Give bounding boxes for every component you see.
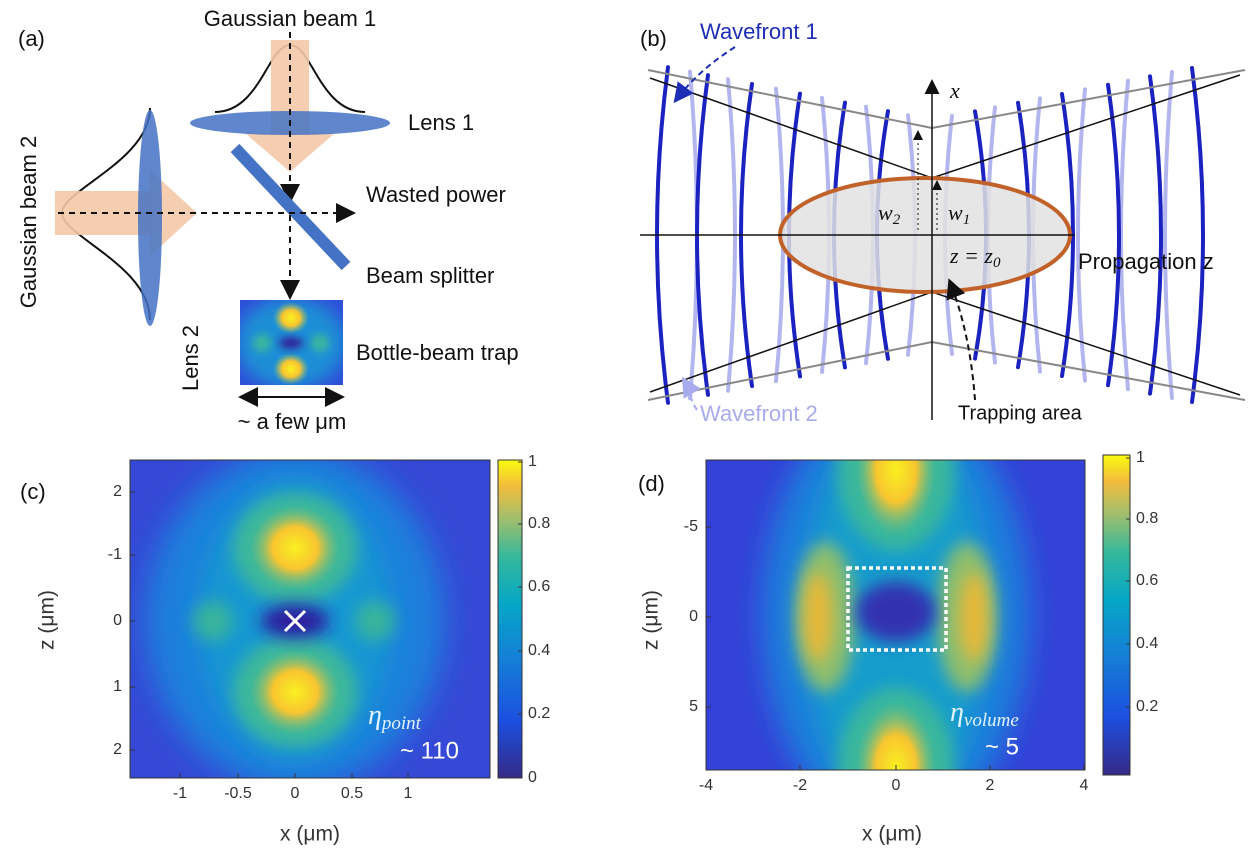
- symbol: η: [950, 697, 964, 728]
- y-tick-label: -5: [684, 518, 698, 535]
- wavefront: [1078, 89, 1085, 380]
- colorbar-tick-label: 0.2: [1136, 698, 1158, 715]
- y-tick-label: 2: [113, 483, 122, 500]
- y-axis-label: z (μm): [640, 590, 663, 650]
- colorbar-tick-label: 0.4: [1136, 635, 1158, 652]
- x-tick-label: -0.5: [224, 785, 252, 802]
- panel-b: (b) x Propagation z w2 w1 z = z0 Wavefro…: [640, 19, 1245, 426]
- wavefront: [1192, 68, 1203, 402]
- panel-d: (d) ηvolume ~ 5 x (μm) z (μm) -4 -2 0 2 4 -5 0…: [638, 390, 1158, 848]
- colorbar-tick-label: 0.6: [528, 578, 550, 595]
- lens-1-label: Lens 1: [408, 110, 474, 135]
- colorbar-tick-label: 0.6: [1136, 572, 1158, 589]
- eta-value: ~ 5: [985, 733, 1019, 760]
- equation: z = z: [949, 243, 993, 268]
- y-tick-label: 0: [689, 608, 698, 625]
- trapping-area-label: Trapping area: [958, 402, 1083, 424]
- beam-splitter-label: Beam splitter: [366, 263, 494, 288]
- colorbar-tick-label: 0.4: [528, 642, 550, 659]
- symbol: η: [368, 700, 382, 731]
- panel-c: (c) ηpoint ~ 110 x (μm) z (μm) -1 -0.5 0 0.…: [20, 450, 550, 846]
- x-axis-label: x (μm): [862, 823, 922, 846]
- wasted-power-label: Wasted power: [366, 182, 506, 207]
- x-tick-label: 2: [986, 777, 995, 794]
- symbol: w: [948, 200, 963, 225]
- x-tick-label: -2: [793, 777, 807, 794]
- x-axis-label: x: [949, 78, 960, 103]
- y-tick-label: 0: [113, 612, 122, 629]
- colorbar: [498, 460, 522, 778]
- lens-2: [138, 110, 162, 326]
- x-tick-label: 1: [404, 785, 413, 802]
- x-tick-label: 0: [892, 777, 901, 794]
- x-tick-label: 4: [1080, 777, 1089, 794]
- colorbar-tick-label: 0.8: [1136, 510, 1158, 527]
- wavefront: [1150, 76, 1161, 393]
- panel-label: (b): [640, 26, 667, 51]
- wavefront-1-label: Wavefront 1: [700, 19, 818, 44]
- y-axis-label: z (μm): [36, 590, 59, 650]
- x-axis-label: x (μm): [280, 823, 340, 846]
- figure: (a) Gaussian beam 1 Lens 1 Wasted power …: [0, 0, 1254, 862]
- x-tick-label: 0.5: [341, 785, 363, 802]
- colorbar-tick-label: 0.2: [528, 705, 550, 722]
- colorbar-tick-label: 0.8: [528, 515, 550, 532]
- panel-label: (d): [638, 471, 665, 496]
- eta-value: ~ 110: [400, 737, 459, 764]
- x-tick-label: -4: [699, 777, 713, 794]
- subscript: point: [380, 713, 422, 734]
- subscript: 0: [993, 255, 1001, 271]
- scale-label: ~ a few μm: [238, 409, 347, 434]
- gaussian-beam-1-label: Gaussian beam 1: [204, 6, 376, 31]
- wavefront: [1108, 85, 1119, 385]
- symbol: w: [878, 200, 893, 225]
- wavefront: [1165, 72, 1172, 398]
- subscript: 1: [963, 212, 971, 228]
- lens-2-label: Lens 2: [178, 325, 203, 391]
- panel-label: (a): [18, 26, 45, 51]
- z-axis-label: Propagation z: [1078, 249, 1214, 274]
- y-tick-label: 1: [113, 678, 122, 695]
- colorbar: [1103, 455, 1130, 775]
- gaussian-beam-2-label: Gaussian beam 2: [16, 136, 41, 308]
- colorbar-tick-label: 1: [528, 453, 537, 470]
- bottle-beam-trap-label: Bottle-beam trap: [356, 340, 519, 365]
- subscript: volume: [964, 710, 1019, 731]
- y-tick-label: 5: [689, 698, 698, 715]
- x-tick-label: 0: [291, 785, 300, 802]
- x-tick-label: -1: [173, 785, 187, 802]
- wavefront: [1121, 81, 1128, 389]
- y-tick-label: 2: [113, 741, 122, 758]
- wavefront-2-label: Wavefront 2: [700, 401, 818, 426]
- subscript: 2: [893, 212, 901, 228]
- colorbar-tick-label: 1: [1136, 449, 1145, 466]
- panel-a: (a) Gaussian beam 1 Lens 1 Wasted power …: [16, 6, 519, 434]
- bottle-beam-image: [236, 298, 346, 388]
- colorbar-tick-label: 0: [528, 769, 537, 786]
- y-tick-label: -1: [108, 546, 122, 563]
- panel-label: (c): [20, 479, 46, 504]
